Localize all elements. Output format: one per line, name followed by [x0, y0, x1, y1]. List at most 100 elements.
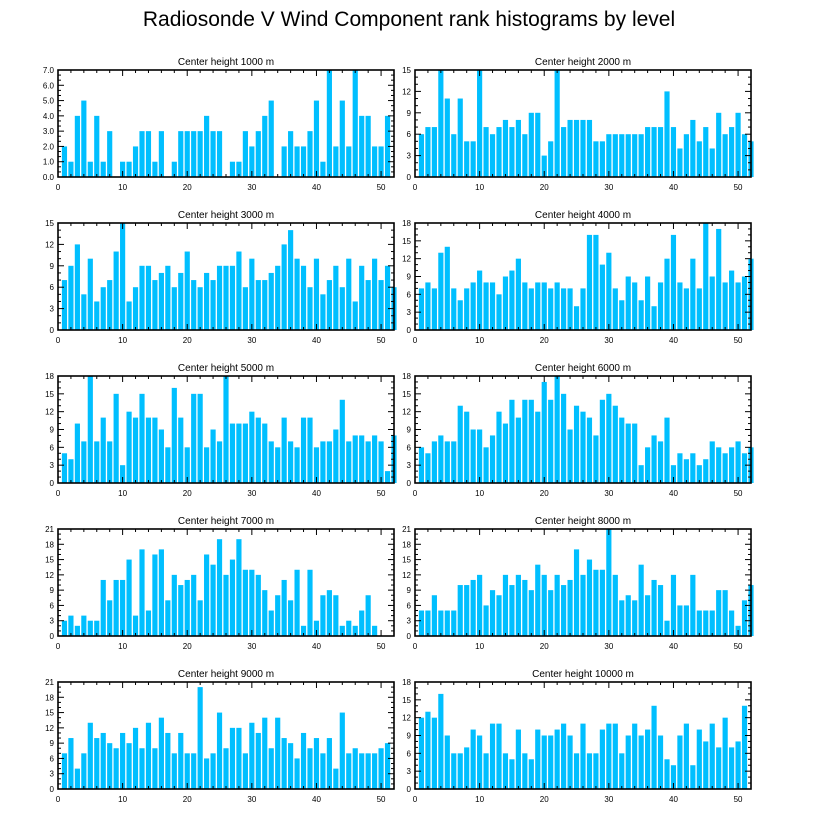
- histogram-bar: [281, 579, 287, 636]
- histogram-bar: [87, 376, 93, 483]
- histogram-bar: [262, 717, 268, 789]
- histogram-bar: [606, 529, 612, 636]
- histogram-bar: [178, 131, 184, 177]
- histogram-bar: [333, 265, 339, 330]
- x-tick-label: 0: [413, 183, 418, 192]
- y-tick-label: 15: [402, 66, 411, 75]
- histogram-bar: [307, 569, 313, 636]
- histogram-bar: [107, 600, 113, 636]
- histogram-bar: [502, 276, 509, 330]
- histogram-bar: [132, 417, 139, 483]
- histogram-bar: [645, 595, 651, 636]
- histogram-bar: [372, 146, 378, 177]
- y-tick-label: 1.0: [43, 158, 55, 167]
- histogram-bar: [431, 127, 437, 177]
- histogram-bar: [535, 729, 541, 789]
- histogram-bar: [158, 717, 164, 789]
- histogram-bar: [326, 441, 332, 483]
- histogram-bar: [464, 585, 470, 636]
- histogram-bar: [729, 747, 735, 789]
- histogram-bar: [288, 600, 294, 636]
- histogram-bar: [255, 574, 261, 636]
- histogram-bar: [438, 252, 444, 330]
- histogram-bar: [255, 732, 261, 789]
- histogram-bar: [690, 258, 696, 330]
- histogram-bar: [236, 539, 242, 636]
- x-tick-label: 40: [669, 183, 678, 192]
- histogram-bar: [502, 119, 509, 177]
- histogram-bar: [139, 265, 145, 330]
- x-tick-label: 20: [183, 642, 192, 651]
- y-tick-label: 6: [407, 443, 412, 452]
- histogram-bar: [561, 723, 567, 789]
- histogram-bar: [145, 131, 152, 177]
- histogram-bar: [580, 411, 586, 483]
- histogram-bar: [431, 717, 437, 789]
- histogram-bar: [184, 579, 190, 636]
- histogram-bar: [210, 131, 216, 177]
- histogram-bar: [242, 569, 248, 636]
- histogram-bar: [216, 712, 223, 789]
- histogram-bar: [696, 288, 702, 330]
- histogram-bar: [313, 738, 320, 789]
- histogram-bar: [541, 155, 547, 177]
- histogram-bar: [580, 288, 586, 330]
- histogram-bar: [178, 417, 184, 483]
- histogram-bar: [268, 100, 274, 177]
- y-tick-label: 15: [45, 556, 54, 565]
- histogram-bar: [593, 141, 599, 177]
- x-tick-label: 10: [475, 183, 484, 192]
- histogram-bar: [677, 735, 683, 789]
- histogram-bar: [567, 579, 573, 636]
- histogram-bar: [275, 265, 281, 330]
- histogram-bar: [339, 399, 345, 483]
- x-tick-label: 10: [118, 183, 127, 192]
- y-tick-label: 6: [407, 290, 412, 299]
- x-tick-label: 20: [540, 336, 549, 345]
- histogram-bar: [94, 301, 100, 330]
- histogram-bar: [457, 405, 463, 483]
- histogram-bar: [216, 131, 223, 177]
- histogram-bar: [489, 282, 496, 330]
- histogram-bar: [735, 282, 741, 330]
- histogram-bar: [638, 735, 644, 789]
- y-tick-label: 15: [402, 696, 411, 705]
- histogram-bar: [249, 569, 255, 636]
- histogram-bar: [352, 435, 358, 483]
- histogram-bar: [722, 717, 728, 789]
- histogram-bar: [509, 399, 515, 483]
- histogram-bar: [204, 554, 210, 636]
- histogram-bar: [384, 471, 391, 483]
- y-tick-label: 6: [407, 749, 412, 758]
- histogram-bar: [457, 300, 463, 330]
- y-tick-label: 15: [45, 709, 54, 718]
- histogram-bar: [333, 146, 339, 177]
- histogram-bar: [438, 610, 444, 636]
- histogram-bar: [632, 723, 638, 789]
- histogram-bar: [451, 753, 457, 789]
- histogram-bar: [333, 768, 339, 789]
- histogram-bar: [496, 723, 502, 789]
- panel-title: Center height 8000 m: [535, 516, 631, 527]
- histogram-bar: [216, 265, 223, 330]
- histogram-bar: [735, 741, 741, 789]
- histogram-bar: [365, 441, 371, 483]
- histogram-bar: [729, 610, 735, 636]
- histogram-bar: [307, 748, 313, 789]
- histogram-bar: [152, 417, 158, 483]
- histogram-bar: [191, 280, 197, 330]
- histogram-bar: [313, 258, 320, 330]
- histogram-bar: [68, 265, 74, 330]
- y-tick-label: 3: [407, 767, 412, 776]
- histogram-bar: [165, 600, 171, 636]
- histogram-bar: [677, 148, 683, 177]
- histogram-bar: [554, 574, 560, 636]
- histogram-bar: [444, 246, 450, 330]
- x-tick-label: 30: [247, 795, 256, 804]
- histogram-bar: [696, 141, 702, 177]
- histogram-bar: [268, 441, 274, 483]
- y-tick-label: 9: [50, 739, 55, 748]
- histogram-bar: [664, 620, 670, 636]
- histogram-bar: [489, 134, 496, 177]
- y-tick-label: 9: [50, 262, 55, 271]
